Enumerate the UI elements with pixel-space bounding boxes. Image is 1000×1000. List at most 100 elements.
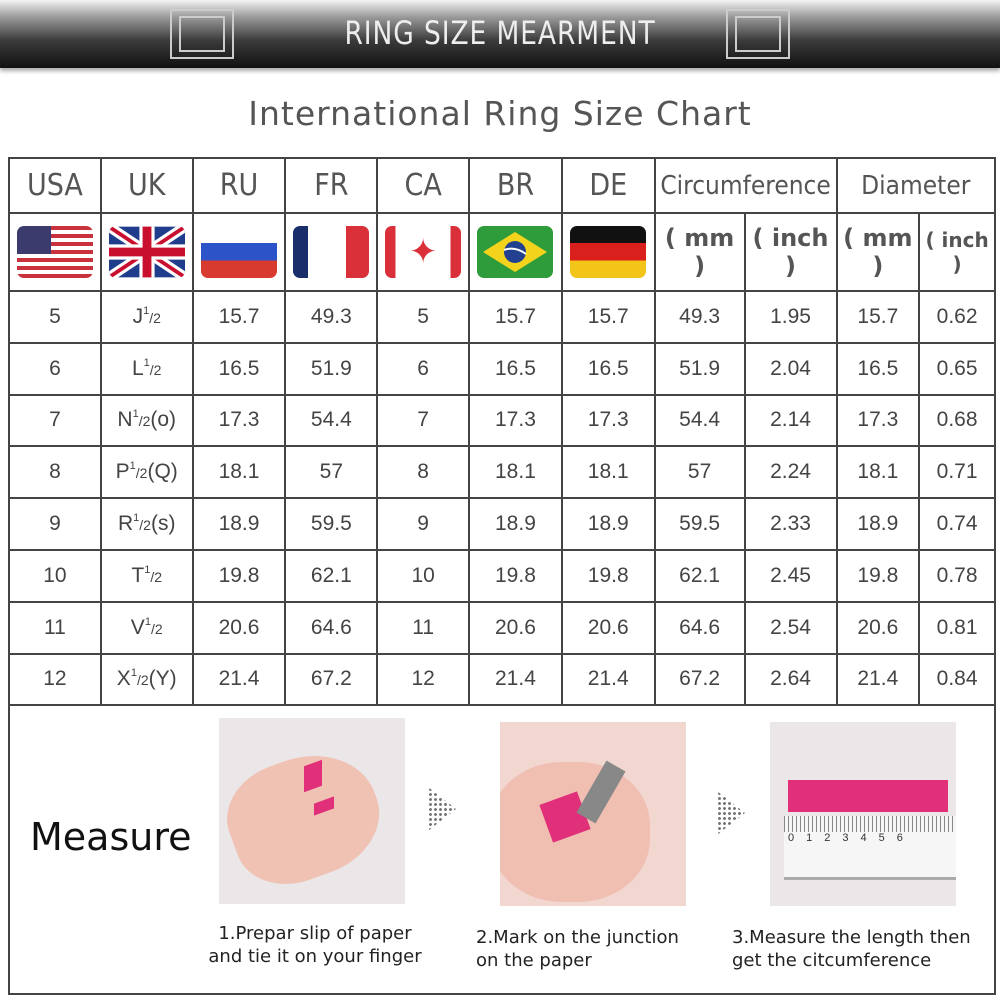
ruler-tick-label: 4 bbox=[860, 832, 867, 844]
cell-usa: 11 bbox=[8, 600, 102, 655]
cell-fr: 67.2 bbox=[284, 652, 379, 707]
cell-circ-mm: 49.3 bbox=[653, 290, 746, 344]
cell-circ-in: 2.14 bbox=[743, 393, 838, 448]
cell-uk: L1/2 bbox=[99, 341, 194, 396]
cell-de: 19.8 bbox=[560, 548, 656, 603]
cell-circ-in: 2.24 bbox=[743, 445, 838, 500]
header-ru: RU bbox=[191, 157, 287, 214]
cell-ca: 12 bbox=[376, 652, 471, 707]
cell-uk: N1/2(o) bbox=[99, 393, 194, 448]
ruler-tick-label: 1 bbox=[806, 832, 813, 844]
cell-circ-in: 2.64 bbox=[743, 652, 838, 707]
cell-ru: 19.8 bbox=[191, 548, 287, 603]
cell-dia-mm: 18.1 bbox=[835, 445, 921, 500]
square-ornament-icon bbox=[170, 9, 234, 59]
cell-dia-in: 0.71 bbox=[918, 445, 996, 500]
table-row: 10 T1/2 19.8 62.1 10 19.8 19.8 62.1 2.45 19.8 0.78 bbox=[8, 548, 996, 603]
cell-ca: 10 bbox=[376, 548, 471, 603]
cell-br: 16.5 bbox=[468, 341, 563, 396]
brazil-flag-icon bbox=[477, 226, 554, 278]
cell-br: 20.6 bbox=[468, 600, 563, 655]
header-diameter: Diameter bbox=[835, 157, 996, 214]
cell-uk: X1/2(Y) bbox=[99, 652, 194, 707]
cell-br: 17.3 bbox=[468, 393, 563, 448]
cell-ca: 9 bbox=[376, 497, 471, 551]
cell-dia-in: 0.74 bbox=[918, 497, 996, 551]
table-row: 6 L1/2 16.5 51.9 6 16.5 16.5 51.9 2.04 16.5 0.65 bbox=[8, 341, 996, 396]
cell-ru: 21.4 bbox=[191, 652, 287, 707]
ruler-tick-label: 0 bbox=[788, 832, 795, 844]
cell-circ-in: 2.33 bbox=[743, 497, 838, 551]
cell-dia-in: 0.65 bbox=[918, 341, 996, 396]
table-row: 5 J1/2 15.7 49.3 5 15.7 15.7 49.3 1.95 15.7 0.62 bbox=[8, 290, 996, 344]
title-banner: RING SIZE MEARMENT bbox=[0, 0, 1000, 68]
cell-br: 19.8 bbox=[468, 548, 563, 603]
cell-de: 17.3 bbox=[560, 393, 656, 448]
cell-circ-in: 1.95 bbox=[743, 290, 838, 344]
header-usa: USA bbox=[8, 157, 102, 214]
step1-caption: 1.Prepar slip of paper and tie it on your… bbox=[208, 923, 422, 967]
cell-ru: 20.6 bbox=[191, 600, 287, 655]
header-ca: CA bbox=[376, 157, 471, 214]
cell-circ-mm: 67.2 bbox=[653, 652, 746, 707]
table-row: 12 X1/2(Y) 21.4 67.2 12 21.4 21.4 67.2 2.64 21.4 0… bbox=[8, 652, 996, 707]
cell-de: 18.9 bbox=[560, 497, 656, 551]
cell-usa: 9 bbox=[8, 497, 102, 551]
uk-flag-icon bbox=[108, 226, 185, 278]
cell-ca: 6 bbox=[376, 341, 471, 396]
unit-circ-mm: ( mm ) bbox=[653, 212, 746, 292]
usa-flag-icon bbox=[16, 226, 93, 278]
cell-usa: 6 bbox=[8, 341, 102, 396]
ring-size-table: USA UK RU FR CA BR DE Circumference Diam… bbox=[8, 157, 996, 707]
cell-ca: 7 bbox=[376, 393, 471, 448]
cell-fr: 57 bbox=[284, 445, 379, 500]
cell-fr: 49.3 bbox=[284, 290, 379, 344]
cell-ru: 17.3 bbox=[191, 393, 287, 448]
canada-flag-icon: ✦ bbox=[385, 226, 462, 278]
cell-de: 16.5 bbox=[560, 341, 656, 396]
cell-fr: 54.4 bbox=[284, 393, 379, 448]
ruler-tick-label: 2 bbox=[824, 832, 831, 844]
cell-dia-in: 0.78 bbox=[918, 548, 996, 603]
cell-uk: J1/2 bbox=[99, 290, 194, 344]
cell-de: 18.1 bbox=[560, 445, 656, 500]
cell-circ-mm: 57 bbox=[653, 445, 746, 500]
cell-circ-mm: 64.6 bbox=[653, 600, 746, 655]
cell-dia-mm: 18.9 bbox=[835, 497, 921, 551]
step1-photo bbox=[219, 718, 405, 904]
unit-dia-inch: ( inch ) bbox=[918, 212, 996, 292]
cell-dia-mm: 16.5 bbox=[835, 341, 921, 396]
cell-usa: 7 bbox=[8, 393, 102, 448]
cell-usa: 8 bbox=[8, 445, 102, 500]
cell-dia-in: 0.81 bbox=[918, 600, 996, 655]
cell-dia-mm: 21.4 bbox=[835, 652, 921, 707]
banner-title: RING SIZE MEARMENT bbox=[344, 14, 656, 52]
cell-dia-mm: 17.3 bbox=[835, 393, 921, 448]
cell-uk: V1/2 bbox=[99, 600, 194, 655]
header-br: BR bbox=[468, 157, 563, 214]
cell-de: 15.7 bbox=[560, 290, 656, 344]
cell-circ-mm: 54.4 bbox=[653, 393, 746, 448]
cell-usa: 5 bbox=[8, 290, 102, 344]
cell-uk: T1/2 bbox=[99, 548, 194, 603]
cell-br: 18.1 bbox=[468, 445, 563, 500]
cell-dia-mm: 19.8 bbox=[835, 548, 921, 603]
cell-fr: 59.5 bbox=[284, 497, 379, 551]
cell-usa: 10 bbox=[8, 548, 102, 603]
cell-fr: 51.9 bbox=[284, 341, 379, 396]
step3-caption: 3.Measure the length then get the citcumf… bbox=[732, 927, 971, 971]
france-flag-icon bbox=[293, 226, 370, 278]
cell-br: 15.7 bbox=[468, 290, 563, 344]
cell-uk: P1/2(Q) bbox=[99, 445, 194, 500]
cell-circ-mm: 62.1 bbox=[653, 548, 746, 603]
germany-flag-icon bbox=[570, 226, 647, 278]
chart-title: International Ring Size Chart bbox=[248, 94, 752, 133]
cell-dia-in: 0.68 bbox=[918, 393, 996, 448]
table-row: 9 R1/2(s) 18.9 59.5 9 18.9 18.9 59.5 2.33 18.9 0.7… bbox=[8, 497, 996, 551]
header-circumference: Circumference bbox=[653, 157, 838, 214]
ruler-tick-label: 3 bbox=[842, 832, 849, 844]
header-uk: UK bbox=[99, 157, 194, 214]
cell-de: 21.4 bbox=[560, 652, 656, 707]
paper-strip bbox=[788, 780, 948, 812]
